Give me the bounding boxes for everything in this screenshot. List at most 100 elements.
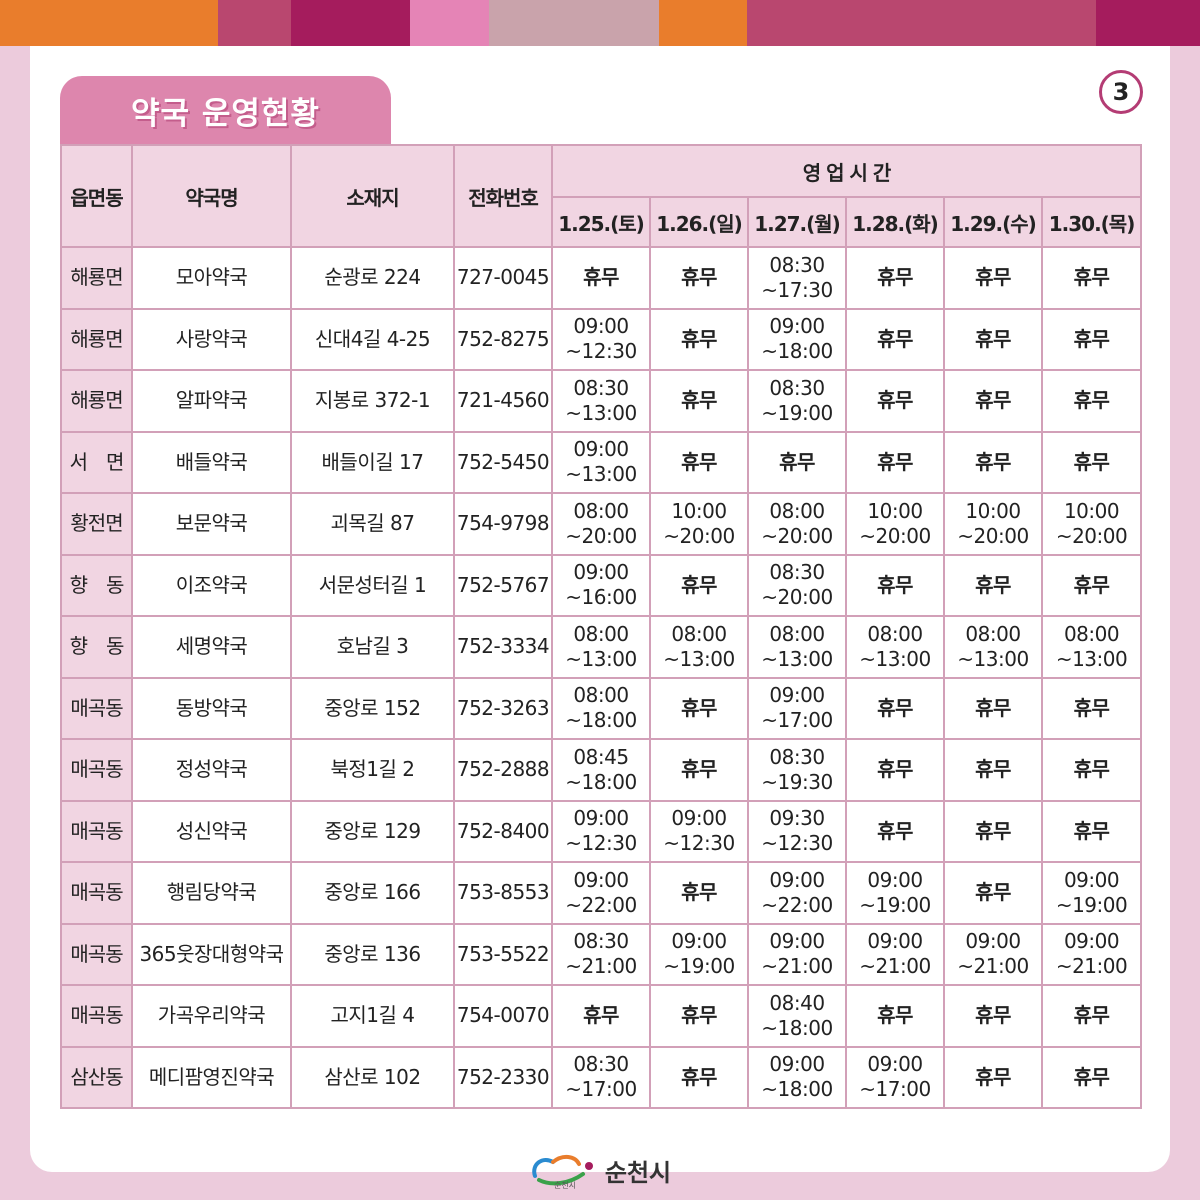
pharmacy-name-cell: 동방약국	[131, 676, 292, 740]
city-name: 순천시	[604, 1158, 672, 1187]
top-bar-segment	[0, 0, 218, 46]
hours-cell: 08:00 ~13:00	[747, 615, 847, 679]
hours-cell: 08:00 ~13:00	[943, 615, 1043, 679]
hours-cell: 휴무	[845, 246, 945, 310]
top-color-bar	[0, 0, 1200, 46]
hours-text: 09:00 ~19:00	[663, 929, 735, 979]
hours-cell: 09:00 ~22:00	[551, 861, 651, 925]
hours-cell: 휴무	[551, 246, 651, 310]
hours-cell: 09:00 ~18:00	[747, 307, 847, 371]
hours-cell: 휴무	[1040, 369, 1143, 433]
phone-cell: 753-8553	[453, 861, 553, 925]
date-header: 1.25.(토)	[551, 196, 651, 248]
hours-text: 08:40 ~18:00	[761, 990, 833, 1040]
hours-cell: 09:00 ~19:00	[1040, 861, 1143, 925]
table-row: 매곡동 행림당약국 중앙로 166 753-8553 09:00 ~22:00 휴무 09:…	[60, 861, 1143, 925]
hours-cell: 휴무	[1040, 553, 1143, 617]
hours-cell: 휴무	[943, 861, 1043, 925]
region-cell: 해룡면	[60, 307, 133, 371]
hours-text: 10:00 ~20:00	[663, 498, 735, 548]
address-cell: 신대4길 4-25	[290, 307, 455, 371]
top-bar-segment	[659, 0, 747, 46]
hours-cell: 09:00 ~19:00	[649, 922, 749, 986]
hours-text: 10:00 ~20:00	[957, 498, 1029, 548]
hours-cell: 휴무	[943, 676, 1043, 740]
hours-cell: 휴무	[1040, 738, 1143, 802]
region-cell: 매곡동	[60, 922, 133, 986]
hours-cell: 09:00 ~22:00	[747, 861, 847, 925]
hours-text: 09:00 ~21:00	[859, 929, 931, 979]
hours-text: 09:00 ~13:00	[565, 437, 637, 487]
hours-cell: 휴무	[845, 369, 945, 433]
hours-text: 08:30 ~19:30	[761, 744, 833, 794]
address-cell: 중앙로 129	[290, 799, 455, 863]
hours-cell: 휴무	[1040, 799, 1143, 863]
hours-cell: 08:30 ~21:00	[551, 922, 651, 986]
phone-cell: 721-4560	[453, 369, 553, 433]
hours-text: 08:00 ~13:00	[761, 621, 833, 671]
hours-cell: 휴무	[943, 307, 1043, 371]
hours-cell: 08:00 ~20:00	[551, 492, 651, 556]
hours-cell: 09:00 ~17:00	[845, 1045, 945, 1109]
pharmacy-name-cell: 정성약국	[131, 738, 292, 802]
region-cell: 삼산동	[60, 1045, 133, 1109]
hours-cell: 휴무	[943, 738, 1043, 802]
hours-cell: 08:00 ~13:00	[649, 615, 749, 679]
hours-text: 09:00 ~12:30	[663, 806, 735, 856]
table-row: 매곡동 정성약국 북정1길 2 752-2888 08:45 ~18:00 휴무 08:30…	[60, 738, 1143, 802]
hours-cell: 09:00 ~21:00	[747, 922, 847, 986]
hours-cell: 10:00 ~20:00	[649, 492, 749, 556]
hours-text: 08:30 ~17:00	[565, 1052, 637, 1102]
region-cell: 매곡동	[60, 799, 133, 863]
page-title: 약국 운영현황	[131, 95, 320, 132]
pharmacy-name-cell: 행림당약국	[131, 861, 292, 925]
phone-cell: 752-2888	[453, 738, 553, 802]
phone-cell: 753-5522	[453, 922, 553, 986]
hours-text: 08:00 ~18:00	[565, 683, 637, 733]
region-cell: 매곡동	[60, 738, 133, 802]
hours-cell: 휴무	[845, 553, 945, 617]
col-header-hours: 영 업 시 간	[550, 144, 1143, 198]
hours-text: 08:00 ~13:00	[565, 621, 637, 671]
phone-cell: 752-2330	[453, 1045, 553, 1109]
hours-cell: 09:00 ~21:00	[943, 922, 1043, 986]
hours-cell: 08:40 ~18:00	[747, 984, 847, 1048]
table-row: 매곡동 가곡우리약국 고지1길 4 754-0070 휴무 휴무 08:40 ~18:00 휴…	[60, 984, 1143, 1048]
hours-cell: 휴무	[845, 799, 945, 863]
table-row: 매곡동 365웃장대형약국 중앙로 136 753-5522 08:30 ~21:00 0…	[60, 922, 1143, 986]
suncheon-logo-icon: 순천시	[529, 1150, 601, 1190]
hours-cell: 휴무	[845, 738, 945, 802]
hours-text: 09:00 ~17:00	[859, 1052, 931, 1102]
hours-cell: 휴무	[649, 246, 749, 310]
phone-cell: 754-9798	[453, 492, 553, 556]
hours-cell: 08:00 ~13:00	[1040, 615, 1143, 679]
hours-cell: 휴무	[649, 738, 749, 802]
hours-cell: 09:00 ~18:00	[747, 1045, 847, 1109]
region-cell: 매곡동	[60, 861, 133, 925]
date-header: 1.27.(월)	[747, 196, 847, 248]
page-number-badge: 3	[1099, 70, 1143, 114]
hours-cell: 휴무	[649, 1045, 749, 1109]
pharmacy-name-cell: 보문약국	[131, 492, 292, 556]
hours-cell: 휴무	[649, 553, 749, 617]
region-cell: 해룡면	[60, 369, 133, 433]
table-row: 서 면 배들약국 배들이길 17 752-5450 09:00 ~13:00 휴무 휴무 휴무…	[60, 430, 1143, 494]
hours-cell: 09:00 ~12:30	[649, 799, 749, 863]
pharmacy-name-cell: 모아약국	[131, 246, 292, 310]
hours-cell: 휴무	[649, 307, 749, 371]
hours-text: 08:30 ~20:00	[761, 560, 833, 610]
hours-cell: 08:00 ~18:00	[551, 676, 651, 740]
date-header: 1.30.(목)	[1040, 196, 1143, 248]
phone-cell: 727-0045	[453, 246, 553, 310]
col-header-region: 읍면동	[60, 144, 133, 248]
hours-cell: 10:00 ~20:00	[845, 492, 945, 556]
address-cell: 순광로 224	[290, 246, 455, 310]
hours-cell: 09:00 ~17:00	[747, 676, 847, 740]
pharmacy-name-cell: 이조약국	[131, 553, 292, 617]
address-cell: 중앙로 152	[290, 676, 455, 740]
address-cell: 괴목길 87	[290, 492, 455, 556]
hours-cell: 휴무	[943, 246, 1043, 310]
address-cell: 중앙로 136	[290, 922, 455, 986]
hours-cell: 휴무	[1040, 246, 1143, 310]
hours-cell: 08:30 ~19:00	[747, 369, 847, 433]
